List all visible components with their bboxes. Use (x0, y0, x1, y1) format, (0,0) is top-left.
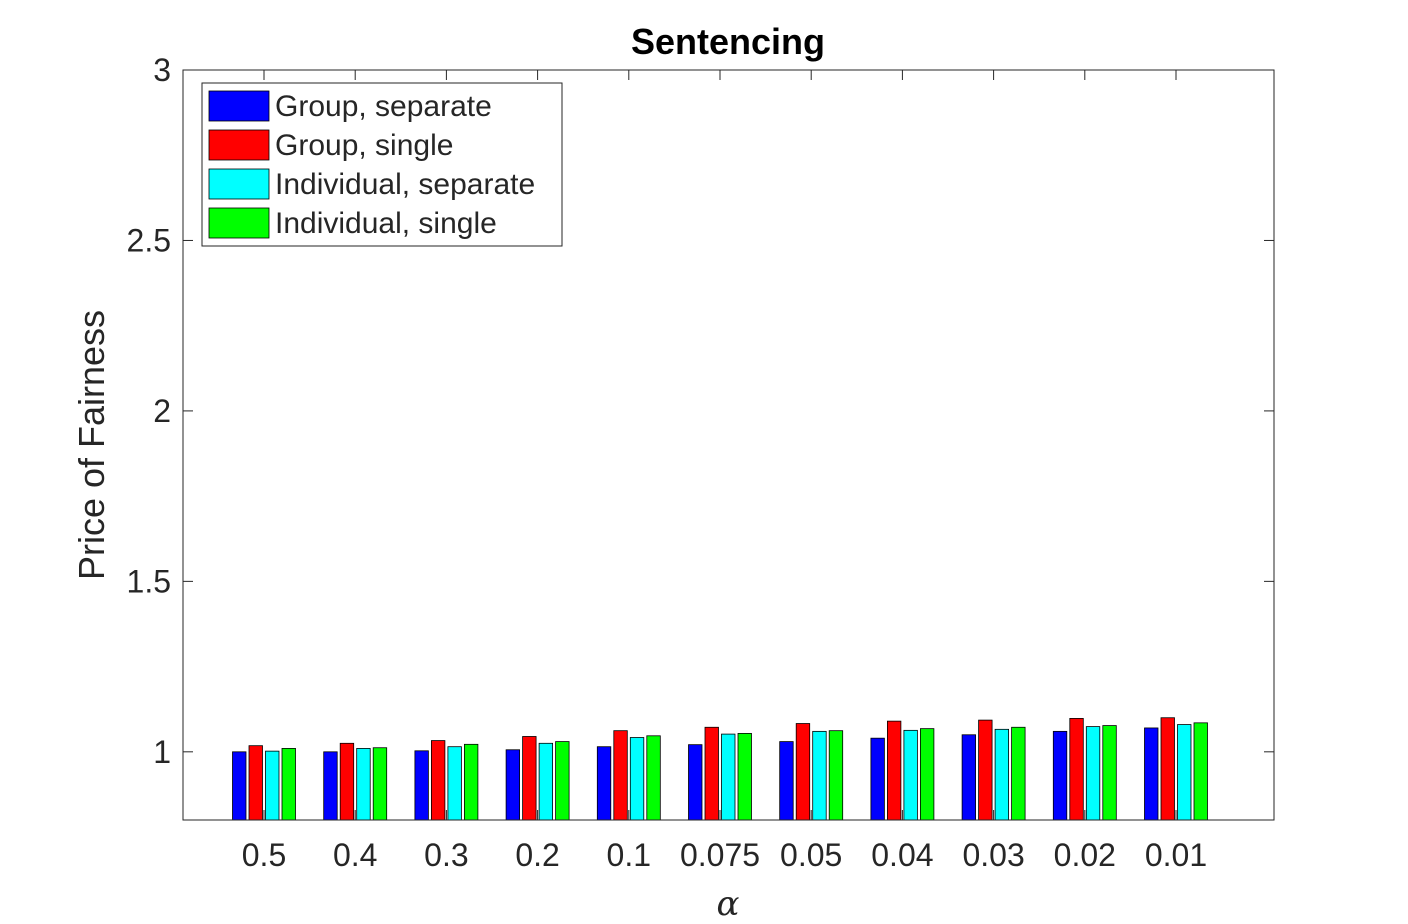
chart-title: Sentencing (631, 21, 825, 62)
legend-label: Group, single (275, 129, 453, 162)
bar (1160, 717, 1175, 821)
bar (1193, 722, 1208, 821)
legend: Group, separate Group, single Individual, … (201, 82, 563, 247)
legend-swatch (208, 90, 270, 122)
x-tick-label: 0.5 (242, 837, 286, 873)
bar (596, 746, 612, 821)
bar (265, 750, 280, 821)
y-tick-label: 1 (153, 734, 171, 770)
bar (978, 719, 993, 821)
bar (704, 726, 719, 821)
bar (463, 743, 479, 821)
bar (646, 735, 661, 821)
bar (903, 729, 918, 821)
bar (828, 730, 844, 821)
x-tick-label: 0.4 (333, 837, 377, 873)
x-tick-label: 0.02 (1054, 837, 1116, 873)
x-tick-label: 0.1 (607, 837, 651, 873)
x-tick-label: 0.03 (962, 837, 1024, 873)
x-tick-label: 0.2 (515, 837, 559, 873)
bar (737, 733, 752, 821)
bar (232, 751, 247, 821)
x-tick-label: 0.05 (780, 837, 842, 873)
bar (248, 745, 263, 821)
legend-swatch (208, 129, 270, 161)
bar (447, 746, 462, 821)
bar (688, 744, 703, 821)
bar (505, 749, 521, 821)
y-axis: 1 1.5 2 2.5 3 (127, 52, 1274, 770)
bar (555, 741, 570, 821)
y-tick-label: 1.5 (127, 563, 171, 599)
legend-swatch (208, 207, 270, 239)
bar (1177, 724, 1192, 821)
x-tick-label: 0.075 (680, 837, 760, 873)
bar (430, 740, 446, 821)
bar (1011, 726, 1026, 821)
bar (538, 742, 553, 821)
bar (1085, 726, 1101, 821)
bar (323, 751, 338, 821)
plot-area-frame (182, 69, 1275, 821)
y-tick-label: 2.5 (127, 222, 171, 258)
bars-group (232, 717, 1208, 821)
bar (522, 736, 537, 821)
bar (920, 728, 935, 821)
bar (1069, 718, 1084, 821)
bar (994, 728, 1009, 821)
bar (795, 723, 811, 821)
x-tick-label: 0.04 (871, 837, 933, 873)
legend-label: Individual, single (275, 207, 497, 240)
bar (721, 733, 736, 821)
bar (812, 730, 827, 821)
x-axis-label: α (717, 884, 740, 924)
bar (281, 748, 296, 821)
x-axis: 0.5 0.4 0.3 0.2 0.1 0.075 0.05 0.04 0.03 0.02 0.01 (242, 70, 1207, 873)
bar (613, 730, 628, 821)
x-tick-label: 0.3 (424, 837, 468, 873)
x-tick-label: 0.01 (1145, 837, 1207, 873)
bar (629, 737, 645, 821)
bar (1052, 730, 1068, 821)
y-tick-label: 3 (153, 52, 171, 88)
bar (961, 734, 976, 821)
bar (779, 741, 794, 821)
bar (887, 720, 902, 821)
bar (1102, 725, 1117, 821)
y-tick-label: 2 (153, 393, 171, 429)
bar (339, 742, 355, 821)
y-axis-label: Price of Fairness (71, 310, 112, 580)
bar (414, 750, 429, 821)
legend-swatch (208, 168, 270, 200)
bar (356, 748, 371, 821)
bar (1144, 727, 1159, 821)
bar (870, 737, 885, 821)
legend-label: Individual, separate (275, 168, 535, 201)
bar (372, 747, 388, 821)
legend-label: Group, separate (275, 90, 492, 123)
